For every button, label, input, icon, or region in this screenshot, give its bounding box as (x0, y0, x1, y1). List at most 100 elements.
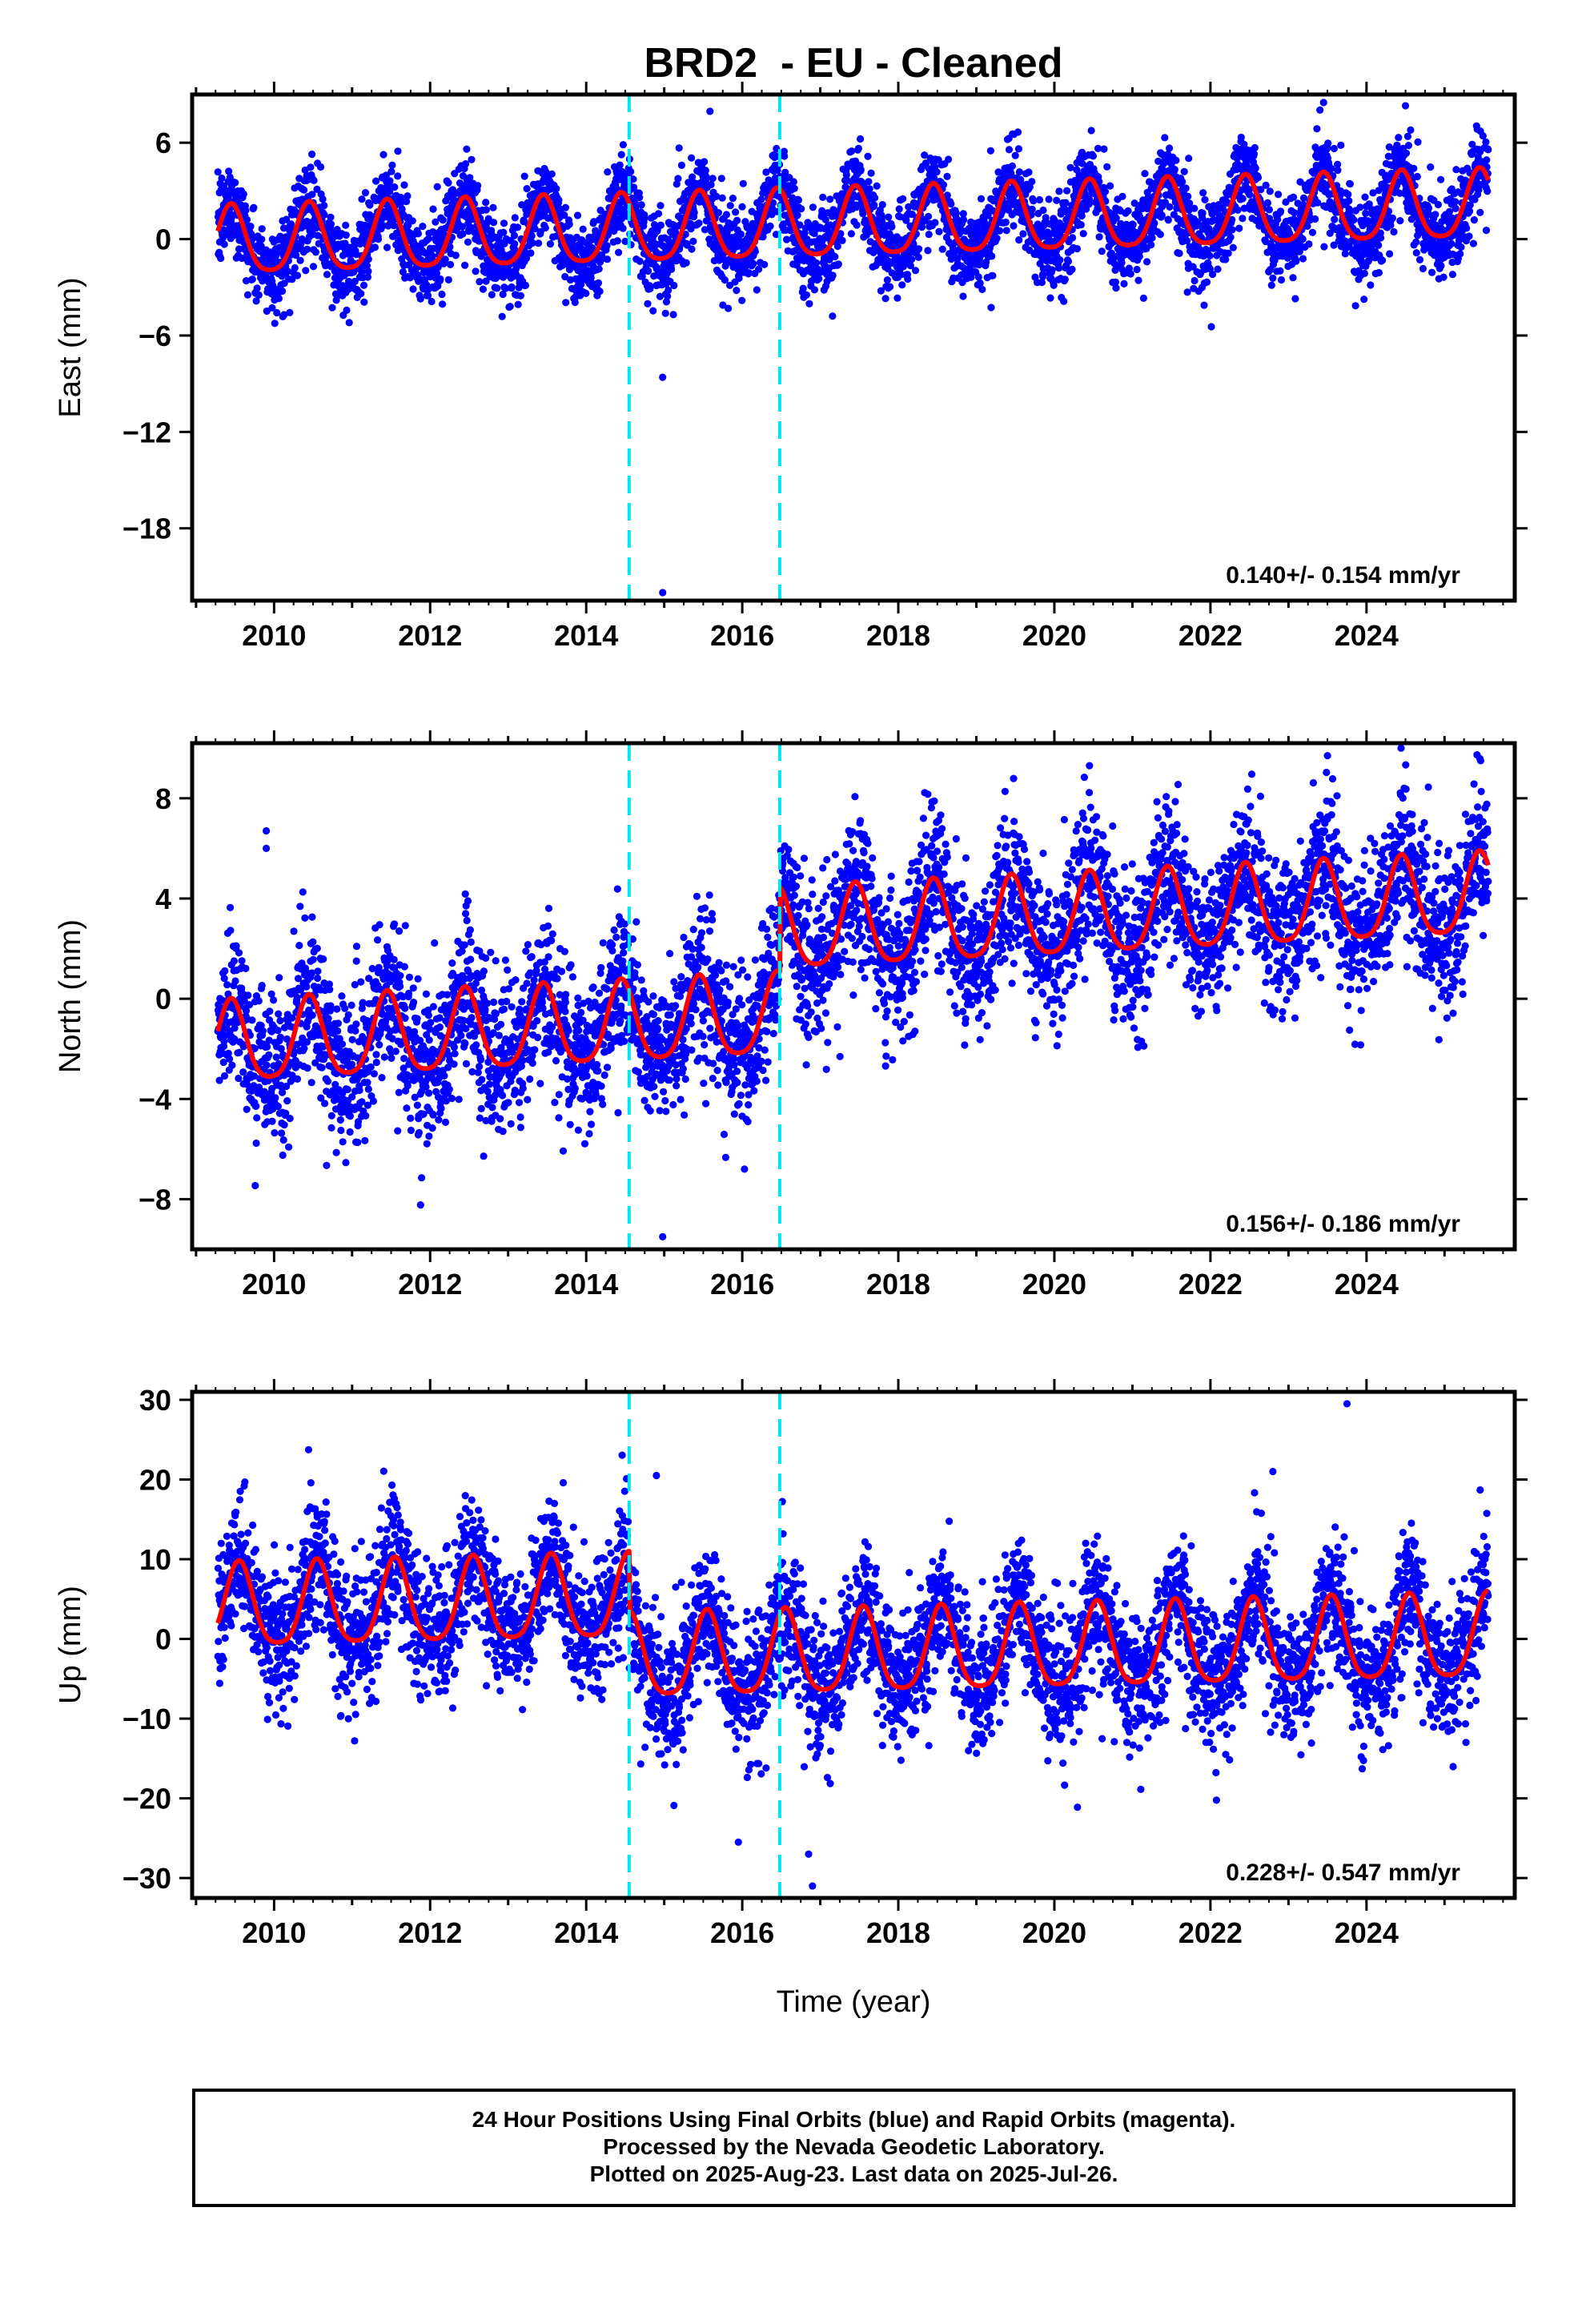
data-point (1182, 184, 1190, 192)
data-point (1180, 167, 1188, 175)
data-point (293, 271, 302, 279)
data-point (1170, 166, 1178, 174)
data-point (1314, 199, 1322, 207)
data-point (275, 295, 283, 303)
data-point (714, 209, 723, 217)
data-point (399, 267, 407, 276)
data-point (834, 260, 842, 268)
data-point (1390, 227, 1398, 236)
data-point (280, 311, 288, 319)
chart-title: BRD2 - EU - Cleaned (644, 40, 1063, 86)
data-point (1476, 208, 1484, 216)
data-point (1227, 233, 1235, 241)
data-point (464, 238, 472, 246)
data-point (1299, 235, 1307, 243)
data-point (914, 253, 922, 261)
data-point (242, 277, 251, 285)
data-point (441, 255, 449, 263)
data-point (915, 245, 923, 253)
data-point (283, 215, 291, 223)
data-point (1447, 239, 1456, 247)
data-point (345, 319, 353, 327)
data-point (1039, 272, 1047, 280)
data-point (1402, 149, 1411, 157)
data-point (1161, 134, 1169, 142)
data-point (300, 186, 308, 194)
outlier-point (1003, 135, 1012, 143)
data-point (688, 154, 696, 162)
data-point (364, 267, 372, 275)
data-point (419, 223, 427, 231)
data-point (1183, 288, 1191, 296)
data-point (1395, 134, 1403, 142)
data-point (1234, 206, 1242, 214)
data-point (364, 255, 372, 263)
data-point (1101, 187, 1110, 195)
data-point (1482, 227, 1491, 235)
data-point (1077, 221, 1085, 229)
data-point (1414, 138, 1422, 146)
data-point (482, 199, 490, 207)
data-point (468, 155, 476, 163)
data-point (908, 255, 916, 263)
data-point (372, 177, 380, 185)
data-point (546, 240, 555, 248)
data-point (1367, 281, 1375, 289)
data-point (1089, 152, 1097, 160)
data-point (793, 211, 801, 219)
data-point (220, 240, 228, 248)
data-point (797, 205, 805, 213)
data-point (1448, 271, 1456, 279)
data-point (327, 213, 335, 221)
data-point (987, 304, 995, 312)
data-point (706, 107, 714, 115)
data-point (737, 230, 745, 239)
data-point (1139, 294, 1147, 302)
data-point (595, 265, 603, 273)
data-point (673, 180, 681, 188)
data-point (357, 290, 365, 298)
data-point (371, 243, 379, 251)
data-point (1344, 191, 1352, 199)
data-point (935, 227, 943, 235)
data-point (506, 303, 514, 311)
data-point (1277, 275, 1286, 284)
data-point (1014, 145, 1022, 153)
data-point (883, 276, 891, 284)
data-point (484, 215, 492, 223)
data-point (1452, 198, 1460, 206)
data-point (1069, 234, 1077, 242)
data-point (1098, 247, 1106, 255)
data-point (1457, 243, 1465, 251)
data-point (235, 245, 243, 253)
data-point (649, 307, 657, 315)
data-point (1106, 182, 1114, 190)
data-point (428, 252, 436, 260)
data-point (263, 307, 271, 316)
data-point (1427, 163, 1435, 171)
data-point (531, 225, 539, 233)
data-point (308, 191, 316, 199)
data-point (1439, 273, 1447, 281)
data-point (258, 235, 266, 243)
data-point (619, 141, 628, 149)
data-point (1118, 259, 1126, 267)
data-point (1276, 207, 1285, 215)
data-point (1263, 199, 1271, 207)
data-point (342, 231, 350, 239)
data-point (520, 172, 528, 180)
data-point (945, 155, 953, 163)
data-point (250, 203, 258, 211)
data-point (424, 235, 432, 243)
data-point (761, 260, 769, 268)
data-point (541, 223, 549, 232)
data-point (404, 192, 412, 200)
data-point (320, 211, 328, 219)
data-point (1064, 257, 1073, 265)
data-point (447, 260, 455, 268)
data-point (1428, 268, 1436, 276)
data-point (472, 267, 480, 275)
data-point (1291, 295, 1299, 303)
data-point (1028, 205, 1036, 213)
data-point (1055, 187, 1063, 195)
